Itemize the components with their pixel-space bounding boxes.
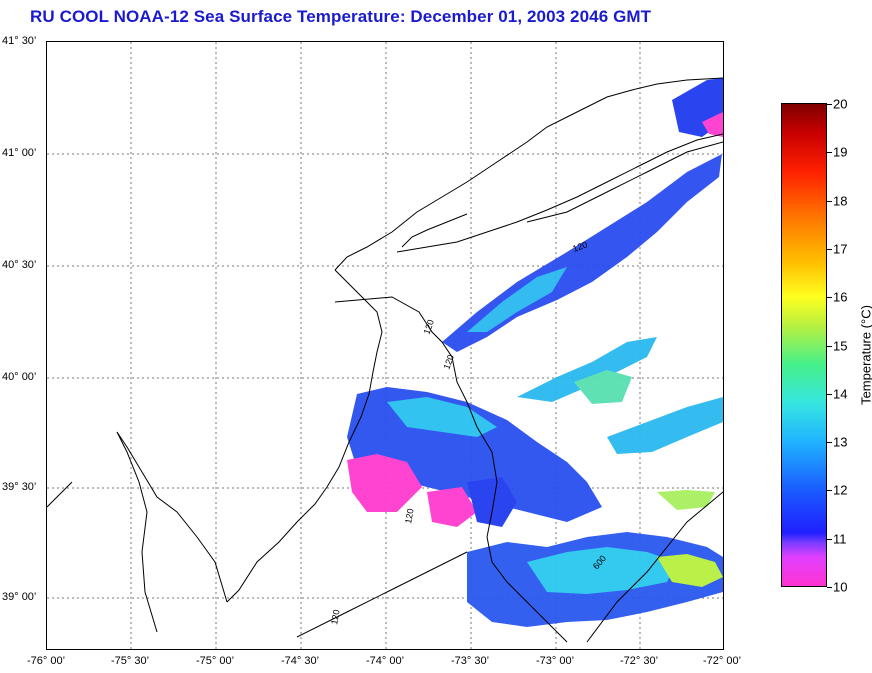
lat-label: 39° 30’ [2,481,37,493]
lon-label: -73° 30’ [450,655,490,667]
colorbar-tick-mark [827,442,832,444]
sst-patch-south-band-cyan [527,547,677,594]
colorbar-tick-label: 17 [833,241,848,257]
bathy-label: 120 [403,508,415,525]
colorbar-tick-mark [827,297,832,299]
sst-patch-south-warm [657,554,723,587]
colorbar-tick-mark [827,587,832,588]
colorbar-tick-label: 13 [833,434,848,450]
colorbar-tick-mark [827,152,832,154]
colorbar-tick-label: 15 [833,338,848,353]
colorbar-tick-label: 10 [833,579,848,595]
colorbar-tick-label: 11 [833,531,847,547]
colorbar-tick-mark [827,490,832,492]
lon-label: -74° 00’ [365,655,405,667]
colorbar-tick-label: 19 [833,144,848,160]
sst-patch-blue-offshore [467,477,517,527]
sst-patch-nj-nearshore-cyan [387,397,497,437]
colorbar-base [781,587,827,589]
sst-map[interactable]: 120 120 120 120 120 600 [47,42,724,650]
lon-label: -75° 00’ [195,655,235,667]
colorbar-tick-mark [827,345,832,347]
lon-label: -75° 30’ [110,655,150,667]
colorbar-tick-mark [827,538,832,540]
colorbar-tick-label: 20 [833,96,848,112]
sst-patch-block-island-pink [702,112,723,137]
colorbar-tick-label: 14 [833,386,848,402]
bathy-label: 120 [571,239,589,254]
map-title: RU COOL NOAA-12 Sea Surface Temperature:… [30,7,652,26]
sst-patch-lower-shelf [607,397,723,454]
colorbar-tick-label: 18 [833,193,848,209]
sst-patch-warm-blob [574,370,632,404]
map-panel[interactable]: 120 120 120 120 120 600 [46,41,724,650]
temperature-colorbar [781,103,827,587]
lat-label: 40° 00’ [2,371,37,383]
colorbar-tick-label: 16 [833,289,848,305]
sst-patch-pink-cape-may [347,454,422,512]
colorbar-tick-mark [827,248,832,250]
colorbar-tick-mark [827,104,832,105]
colorbar-tick-mark [827,393,832,395]
bathy-label: 120 [441,353,456,371]
colorbar-tick-label: 12 [833,482,848,498]
lon-label: -73° 00’ [535,655,575,667]
sst-data-patches [347,78,723,627]
sst-patch-pink-offshore [427,487,477,527]
sst-patch-mid-shelf [517,337,657,402]
lat-label: 41° 00’ [2,147,37,159]
lat-label: 41° 30’ [2,35,37,47]
lon-label: -76° 00’ [26,655,66,667]
colorbar-label: Temperature (°C) [858,305,872,405]
sst-patch-shelf-ne-cyan [467,267,567,332]
lon-label: -72° 00’ [702,655,742,667]
colorbar-tick-mark [827,200,832,202]
bathy-label: 120 [329,609,341,626]
lon-label: -74° 30’ [280,655,320,667]
lon-label: -72° 30’ [619,655,659,667]
lat-label: 40° 30’ [2,259,37,271]
coastline [47,77,723,643]
sst-patch-se-warm [657,490,715,510]
bathy-label: 120 [421,318,436,336]
lat-label: 39° 00’ [2,591,37,603]
